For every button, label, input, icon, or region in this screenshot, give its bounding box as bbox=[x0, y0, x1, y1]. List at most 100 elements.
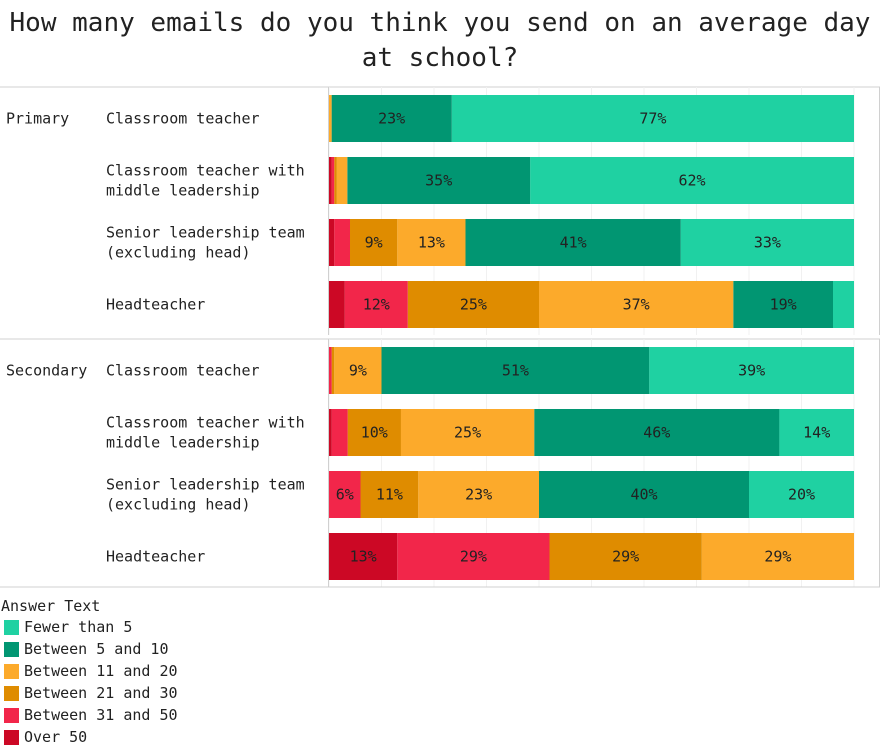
bar-segment bbox=[350, 219, 398, 266]
bar-segment bbox=[407, 281, 539, 328]
legend-item: Between 31 and 50 bbox=[1, 704, 178, 726]
data-label: 33% bbox=[754, 234, 781, 252]
legend-label: Fewer than 5 bbox=[24, 618, 133, 636]
legend-swatch bbox=[4, 707, 19, 723]
data-label: 9% bbox=[365, 234, 383, 252]
bar-segment bbox=[400, 409, 535, 456]
data-label: 9% bbox=[349, 362, 367, 380]
data-label: 23% bbox=[465, 486, 492, 504]
data-label: 35% bbox=[425, 172, 452, 190]
row-label: Senior leadership team bbox=[106, 224, 305, 242]
bar-segment bbox=[347, 409, 401, 456]
bar-segment bbox=[329, 95, 332, 142]
bar-segment bbox=[381, 347, 650, 394]
data-label: 29% bbox=[612, 548, 639, 566]
data-label: 20% bbox=[788, 486, 815, 504]
bar-segment bbox=[329, 281, 345, 328]
stacked-bar-chart: Primary Classroom teacher 77% 23% Classroom … bbox=[0, 86, 880, 588]
data-label: 14% bbox=[803, 424, 830, 442]
data-label: 39% bbox=[738, 362, 765, 380]
data-label: 6% bbox=[336, 486, 354, 504]
bar-segment bbox=[360, 471, 419, 518]
bar-segment bbox=[465, 219, 681, 266]
bar-segment bbox=[329, 409, 332, 456]
row-label: Classroom teacher with bbox=[106, 162, 305, 180]
data-label: 12% bbox=[363, 296, 390, 314]
bar-segment bbox=[733, 281, 833, 328]
group-label: Secondary bbox=[6, 362, 87, 380]
data-label: 19% bbox=[770, 296, 797, 314]
row-label: (excluding head) bbox=[106, 496, 251, 514]
bar-segment bbox=[701, 533, 854, 580]
bar-segment bbox=[549, 533, 702, 580]
bar-segment bbox=[649, 347, 854, 394]
legend-label: Between 21 and 30 bbox=[24, 684, 178, 702]
bar-segment bbox=[331, 409, 348, 456]
bar-segment bbox=[336, 157, 348, 204]
data-label: 11% bbox=[376, 486, 403, 504]
legend-swatch bbox=[4, 619, 19, 635]
bar-segment bbox=[344, 281, 408, 328]
row-label: Headteacher bbox=[106, 548, 205, 566]
legend-item: Between 21 and 30 bbox=[1, 682, 178, 704]
legend-title: Answer Text bbox=[1, 597, 101, 615]
bar-segment bbox=[347, 157, 531, 204]
legend-label: Between 31 and 50 bbox=[24, 706, 178, 724]
bar-segment bbox=[329, 471, 361, 518]
bar-segment bbox=[539, 471, 749, 518]
bar-segment bbox=[334, 347, 382, 394]
legend-item: Between 11 and 20 bbox=[1, 660, 178, 682]
data-label: 13% bbox=[350, 548, 377, 566]
legend-swatch bbox=[4, 729, 19, 745]
bar-segment bbox=[451, 95, 854, 142]
bar-segment bbox=[749, 471, 854, 518]
legend-item: Fewer than 5 bbox=[1, 616, 178, 638]
data-label: 23% bbox=[378, 110, 405, 128]
data-label: 62% bbox=[679, 172, 706, 190]
data-label: 25% bbox=[460, 296, 487, 314]
data-label: 51% bbox=[502, 362, 529, 380]
bar-segment bbox=[329, 533, 398, 580]
data-label: 46% bbox=[643, 424, 670, 442]
bar-segment bbox=[539, 281, 734, 328]
bar-segment bbox=[397, 533, 550, 580]
bar-segment bbox=[534, 409, 780, 456]
bar-segment bbox=[329, 157, 332, 204]
group-label: Primary bbox=[6, 110, 69, 128]
row-label: middle leadership bbox=[106, 182, 260, 200]
legend-label: Over 50 bbox=[24, 728, 88, 746]
bar-segment bbox=[331, 157, 335, 204]
legend-swatch bbox=[4, 685, 19, 701]
row-label: middle leadership bbox=[106, 434, 260, 452]
legend-swatch bbox=[4, 663, 19, 679]
bar-segment bbox=[331, 95, 452, 142]
row-label: Headteacher bbox=[106, 296, 205, 314]
bar-segment bbox=[334, 157, 337, 204]
bar-segment bbox=[779, 409, 854, 456]
row-label: Classroom teacher bbox=[106, 110, 260, 128]
chart-title: How many emails do you think you send on… bbox=[9, 8, 871, 73]
data-label: 13% bbox=[418, 234, 445, 252]
bar-segment bbox=[329, 219, 335, 266]
legend-swatch bbox=[4, 641, 19, 657]
data-label: 37% bbox=[623, 296, 650, 314]
bar-segment bbox=[418, 471, 539, 518]
bar-segment bbox=[530, 157, 854, 204]
legend-items: Fewer than 5 Between 5 and 10 Between 11 a… bbox=[1, 616, 178, 748]
legend-item: Between 5 and 10 bbox=[1, 638, 178, 660]
legend-label: Between 11 and 20 bbox=[24, 662, 178, 680]
data-label: 40% bbox=[630, 486, 657, 504]
bar-segment bbox=[329, 347, 332, 394]
bar-segment bbox=[833, 281, 854, 328]
bar-segment bbox=[680, 219, 854, 266]
row-label: Senior leadership team bbox=[106, 476, 305, 494]
legend-item: Over 50 bbox=[1, 726, 178, 748]
data-label: 25% bbox=[454, 424, 481, 442]
data-label: 10% bbox=[361, 424, 388, 442]
data-label: 29% bbox=[764, 548, 791, 566]
data-label: 29% bbox=[460, 548, 487, 566]
data-label: 77% bbox=[639, 110, 666, 128]
bar-segment bbox=[397, 219, 466, 266]
data-label: 41% bbox=[560, 234, 587, 252]
row-label: Classroom teacher with bbox=[106, 414, 305, 432]
